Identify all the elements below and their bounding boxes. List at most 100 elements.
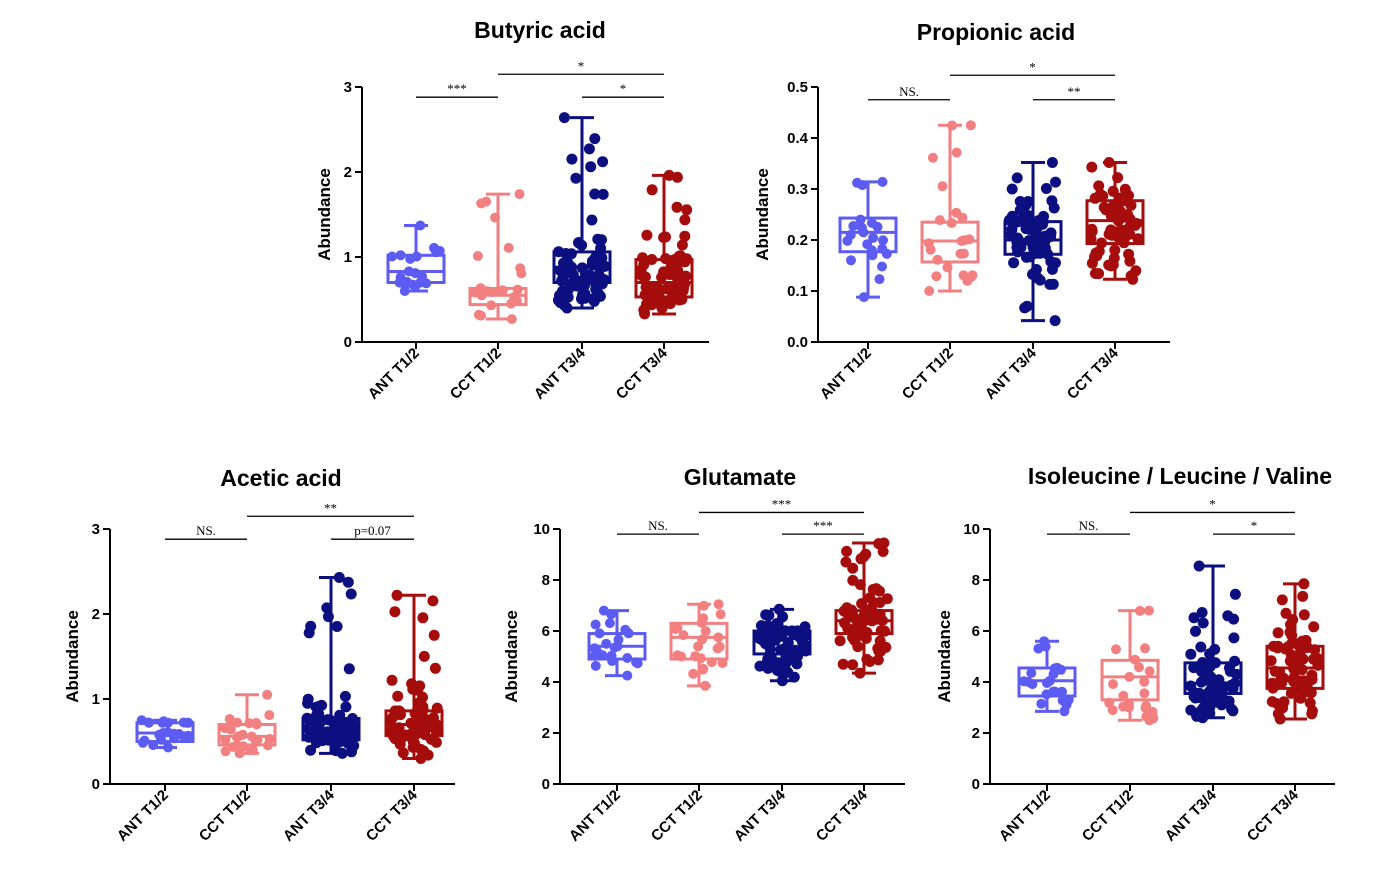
chart-title: Acetic acid	[220, 465, 341, 491]
data-point	[763, 609, 775, 621]
data-point	[858, 292, 869, 303]
data-point	[558, 299, 570, 311]
data-point	[1125, 270, 1137, 282]
box-group	[1003, 157, 1063, 327]
data-point	[303, 627, 315, 639]
data-point	[343, 663, 355, 675]
data-point	[1108, 679, 1118, 690]
data-point	[1280, 607, 1292, 619]
data-point	[427, 595, 439, 607]
data-point	[663, 169, 675, 181]
data-point	[415, 220, 426, 231]
chart-title: Propionic acid	[917, 19, 1075, 45]
data-point	[1300, 634, 1312, 646]
data-point	[1205, 671, 1217, 683]
data-point	[1135, 605, 1145, 616]
data-point	[599, 260, 611, 272]
data-point	[392, 690, 404, 702]
data-point	[879, 625, 891, 637]
data-point	[1188, 691, 1200, 703]
data-point	[845, 229, 856, 240]
data-point	[1016, 206, 1028, 218]
data-point	[1093, 180, 1105, 192]
data-point	[680, 270, 692, 282]
data-point	[873, 645, 885, 657]
y-tick-label: 2	[972, 725, 980, 742]
data-point	[554, 265, 566, 277]
data-point	[606, 609, 617, 620]
data-point	[590, 619, 601, 630]
data-point	[302, 697, 314, 709]
data-point	[487, 287, 498, 297]
data-point	[713, 632, 724, 643]
box-group	[301, 572, 361, 759]
y-tick-label: 3	[344, 79, 352, 96]
data-point	[594, 628, 605, 639]
data-point	[1134, 662, 1144, 673]
data-point	[1057, 695, 1068, 706]
significance-label: *	[620, 81, 627, 96]
data-point	[225, 724, 236, 735]
data-point	[846, 255, 856, 266]
y-tick-label: 2	[92, 606, 100, 623]
data-point	[679, 214, 691, 226]
data-point	[868, 597, 880, 609]
x-tick-label: CCT T3/4	[1064, 344, 1122, 402]
data-point	[847, 574, 859, 586]
data-point	[931, 271, 942, 282]
data-point	[589, 133, 601, 145]
data-point	[855, 214, 866, 225]
data-point	[1034, 274, 1046, 286]
data-point	[609, 642, 620, 653]
box-group	[468, 189, 528, 325]
chart-panel: Propionic acid Abundance 0.0 0.1 0.2 0.3 0.4 0.…	[753, 19, 1170, 403]
data-point	[1311, 652, 1323, 664]
data-point	[475, 283, 486, 294]
significance-label: *	[1209, 496, 1216, 511]
data-point	[1188, 612, 1200, 624]
data-point	[874, 274, 885, 285]
data-point	[765, 652, 777, 663]
significance-label: ***	[447, 81, 467, 96]
box-group	[386, 220, 446, 296]
data-point	[868, 232, 879, 243]
data-point	[1224, 665, 1236, 677]
data-point	[1033, 643, 1044, 654]
x-tick-label: CCT T1/2	[196, 787, 254, 845]
data-point	[1197, 657, 1208, 668]
data-point	[1006, 213, 1018, 225]
data-point	[339, 690, 351, 702]
box-group	[1265, 578, 1325, 725]
data-point	[247, 745, 258, 755]
x-tick-label: ANT T1/2	[996, 787, 1054, 845]
data-point	[1139, 676, 1150, 687]
data-point	[1044, 278, 1056, 290]
data-point	[585, 161, 597, 173]
data-point	[1292, 675, 1304, 687]
box-group	[1085, 157, 1145, 285]
data-point	[754, 660, 766, 672]
data-point	[1022, 216, 1034, 228]
data-point	[697, 664, 708, 675]
data-point	[1278, 696, 1290, 708]
data-point	[1107, 185, 1119, 197]
chart-title: Glutamate	[684, 464, 796, 490]
x-tick-label: CCT T3/4	[1244, 786, 1302, 844]
data-point	[586, 214, 598, 226]
data-point	[848, 221, 859, 231]
data-point	[576, 289, 588, 301]
data-point	[473, 309, 484, 320]
data-point	[143, 717, 154, 728]
data-point	[799, 626, 811, 638]
data-point	[679, 230, 691, 242]
data-point	[238, 741, 249, 752]
data-point	[1130, 654, 1140, 665]
data-point	[1123, 248, 1135, 260]
data-point	[148, 740, 159, 751]
data-point	[658, 232, 670, 243]
data-point	[322, 714, 334, 726]
data-point	[946, 218, 957, 228]
data-point	[874, 585, 885, 597]
data-point	[503, 242, 514, 253]
data-point	[1304, 697, 1316, 709]
